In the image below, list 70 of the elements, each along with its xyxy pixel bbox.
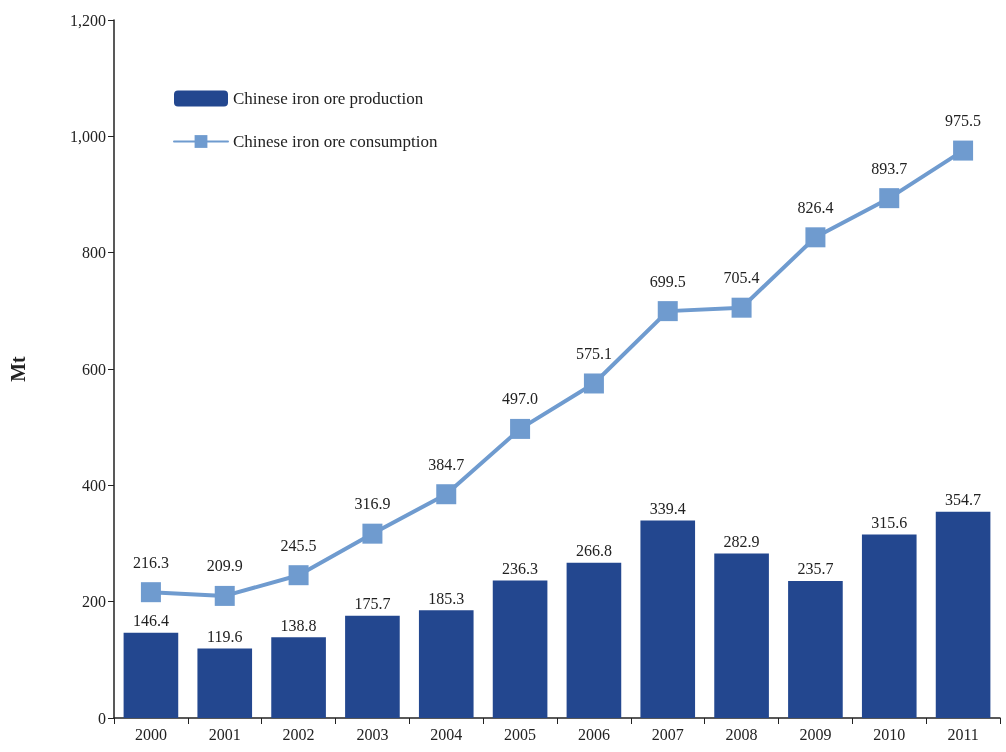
point: [436, 484, 457, 505]
x-tick-label: 2008: [725, 725, 758, 743]
bar: [418, 610, 474, 718]
y-axis-title: Mt: [7, 355, 29, 382]
point: [140, 582, 161, 603]
data-label: 705.4: [723, 269, 760, 287]
y-tick-label: 1,200: [70, 11, 106, 29]
x-tick-label: 2003: [356, 725, 389, 743]
data-label: 282.9: [723, 532, 760, 550]
bar: [123, 632, 179, 718]
bar: [345, 615, 400, 718]
data-label: 339.4: [649, 500, 686, 518]
data-label: 209.9: [206, 557, 243, 575]
data-label: 236.3: [502, 560, 539, 578]
point: [214, 585, 235, 606]
data-label: 266.8: [575, 542, 612, 560]
data-label: 119.6: [207, 627, 243, 645]
point: [657, 301, 678, 322]
point: [953, 140, 974, 161]
data-label: 699.5: [649, 272, 686, 290]
data-label: 216.3: [132, 553, 169, 571]
bar: [197, 648, 253, 718]
point: [879, 188, 900, 209]
x-tick-label: 2000: [134, 725, 167, 743]
x-tick-label: 2004: [430, 725, 463, 743]
bar: [640, 520, 696, 718]
bar: [492, 580, 548, 718]
point: [805, 227, 826, 248]
data-label: 245.5: [280, 536, 317, 554]
data-label: 185.3: [428, 589, 465, 607]
data-label: 975.5: [945, 112, 982, 130]
y-tick-label: 200: [82, 593, 106, 611]
point: [583, 373, 604, 394]
legend-label: Chinese iron ore consumption: [233, 132, 438, 151]
x-tick-label: 2005: [504, 725, 537, 743]
data-label: 384.7: [428, 455, 465, 473]
point: [362, 523, 383, 544]
x-tick-label: 2007: [651, 725, 684, 743]
point: [288, 565, 309, 586]
legend-label: Chinese iron ore production: [233, 89, 424, 108]
y-tick-label: 0: [98, 709, 106, 727]
data-label: 826.4: [797, 198, 834, 216]
x-tick-label: 2011: [947, 725, 979, 743]
data-label: 354.7: [945, 491, 982, 509]
data-label: 575.1: [575, 344, 612, 362]
data-label: 235.7: [797, 560, 834, 578]
y-tick-label: 800: [82, 244, 106, 262]
data-label: 138.8: [280, 616, 317, 634]
data-label: 316.9: [354, 495, 391, 513]
bar: [788, 580, 843, 718]
data-label: 893.7: [871, 159, 908, 177]
y-tick-label: 400: [82, 476, 106, 494]
y-tick-label: 1,000: [70, 127, 106, 145]
point: [731, 297, 752, 318]
bar: [566, 562, 622, 718]
x-tick-label: 2001: [208, 725, 241, 743]
data-label: 497.0: [502, 390, 539, 408]
x-tick-label: 2009: [799, 725, 832, 743]
bar: [935, 511, 991, 718]
point: [510, 418, 531, 439]
data-label: 146.4: [132, 612, 169, 630]
bar: [714, 553, 769, 718]
data-label: 175.7: [354, 595, 391, 613]
bar: [271, 637, 326, 718]
x-tick-label: 2002: [282, 725, 315, 743]
y-tick-label: 600: [82, 360, 106, 378]
x-tick-label: 2010: [873, 725, 906, 743]
data-label: 315.6: [871, 513, 908, 531]
bar: [861, 534, 917, 718]
x-tick-label: 2006: [577, 725, 610, 743]
